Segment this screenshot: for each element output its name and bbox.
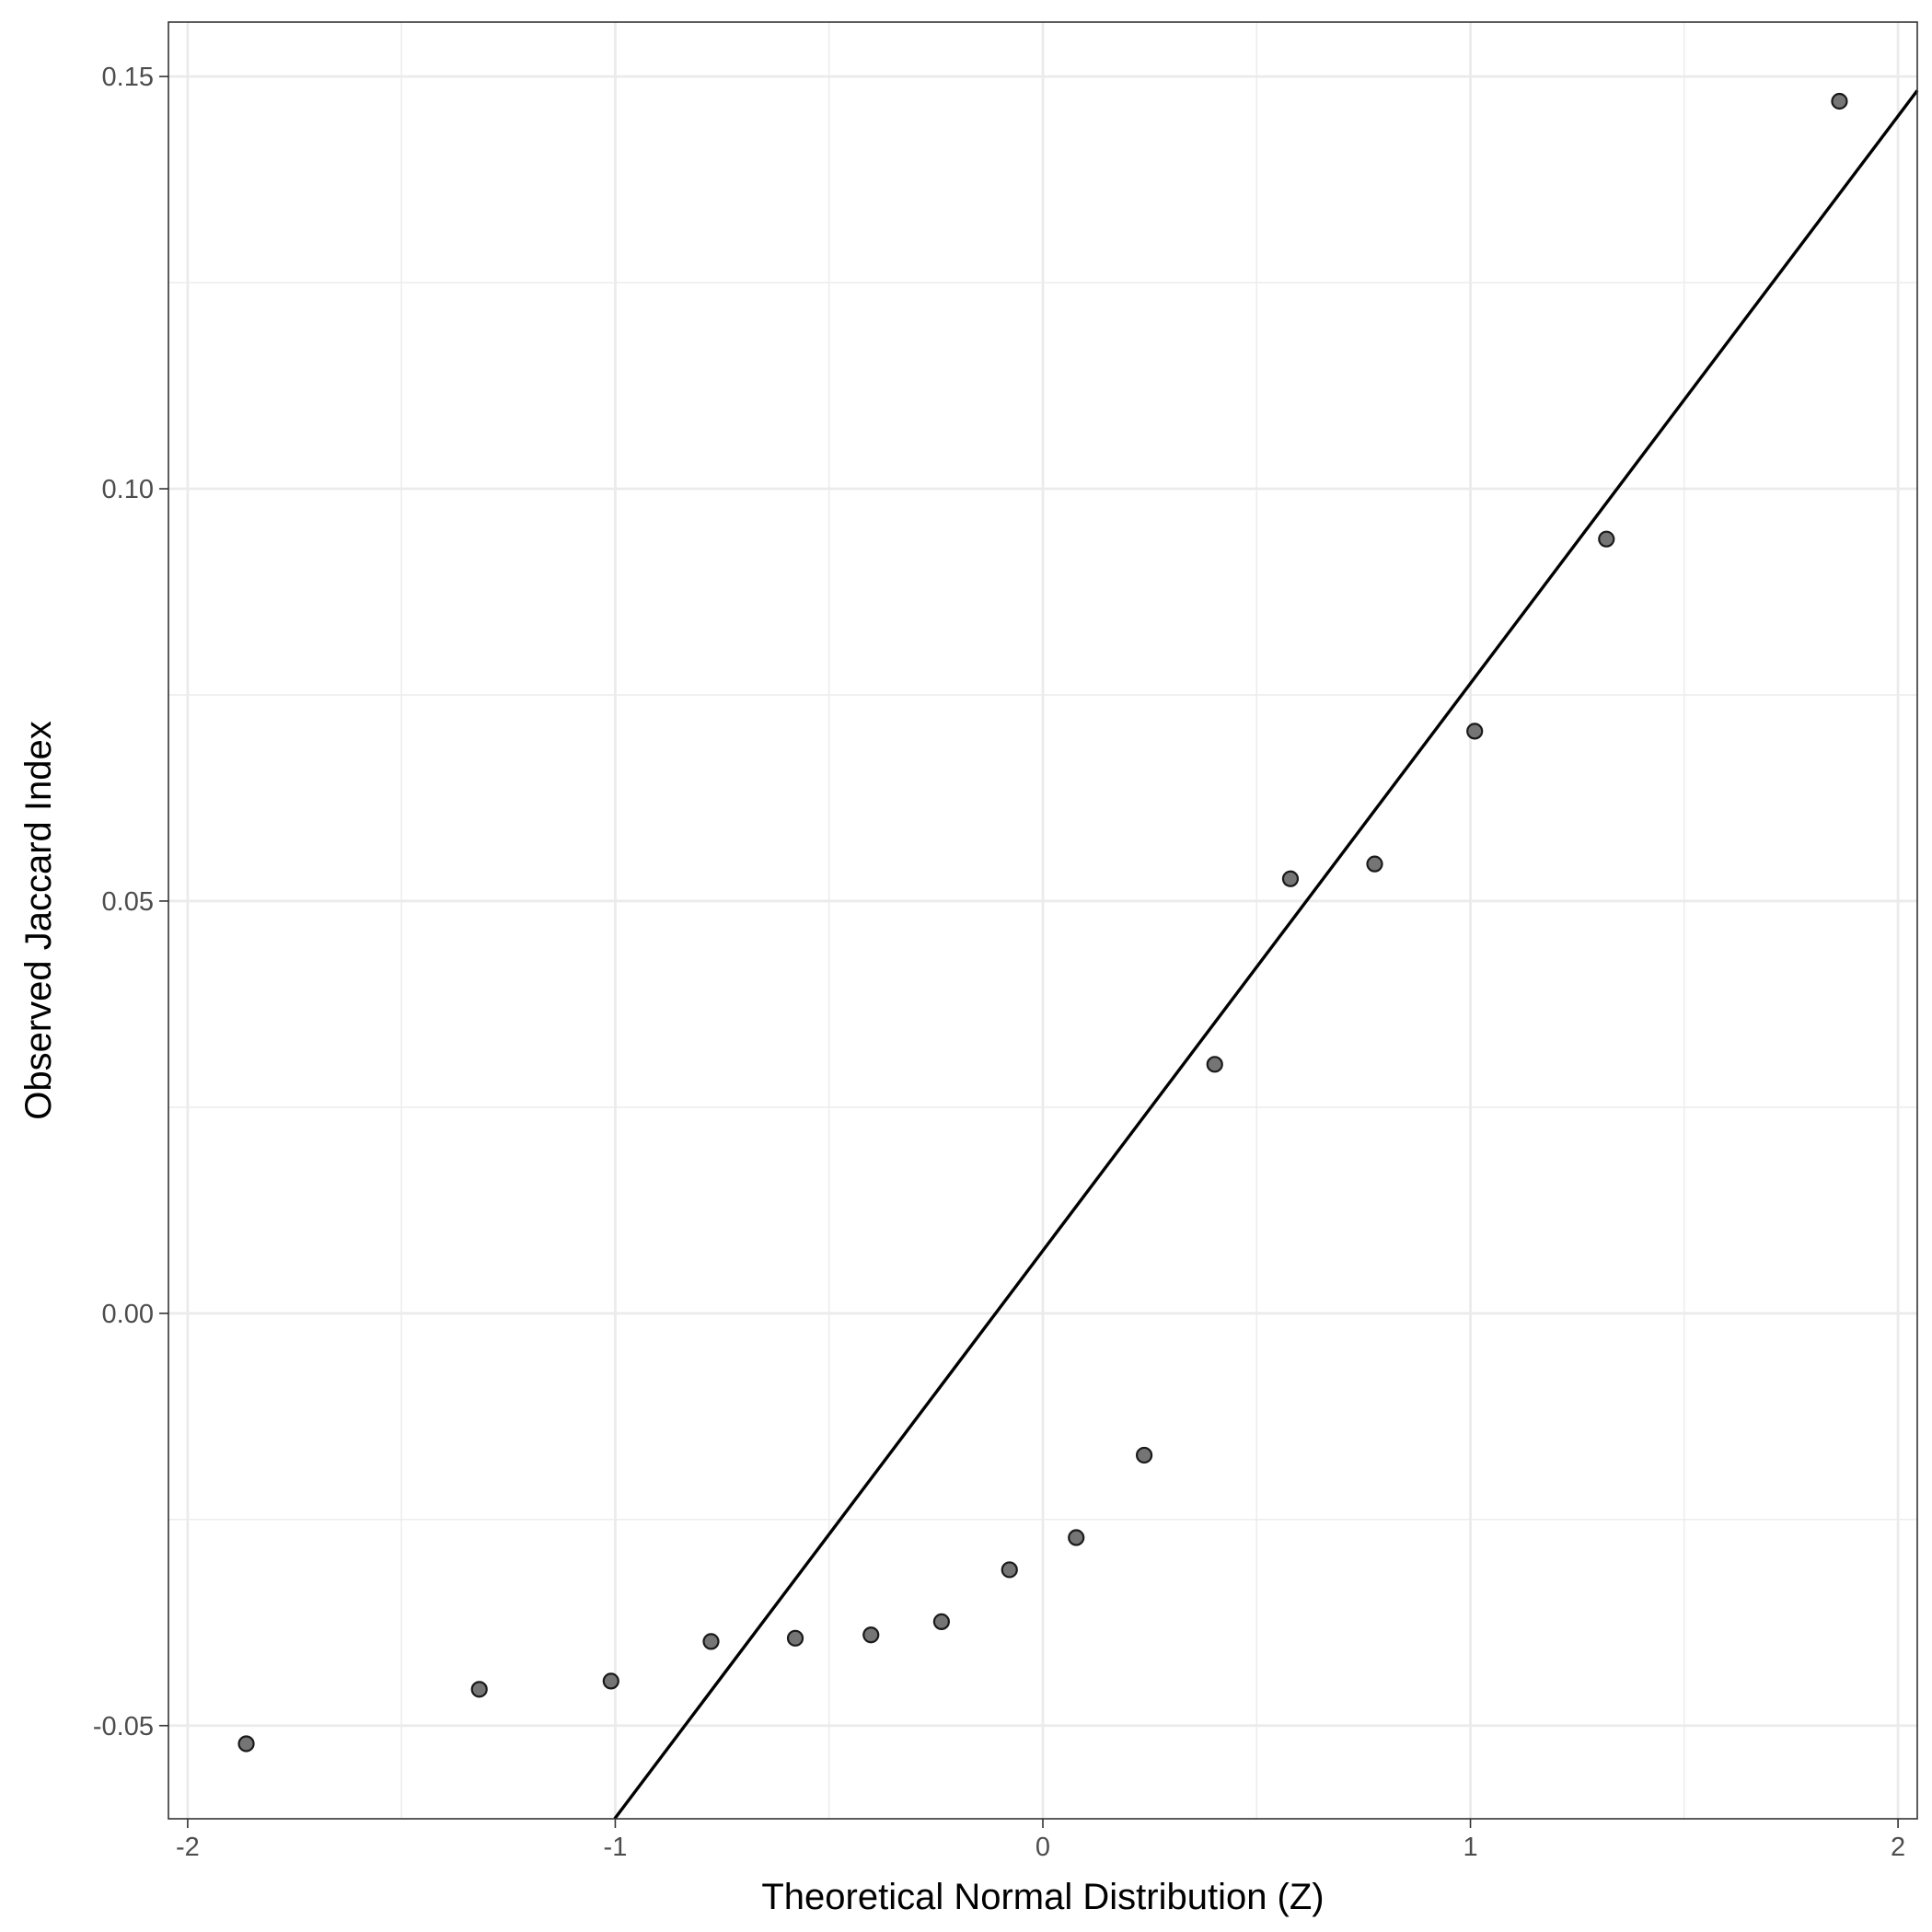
data-point bbox=[1206, 1056, 1223, 1073]
x-tick-label: -2 bbox=[176, 1833, 200, 1862]
data-point bbox=[1281, 870, 1300, 887]
data-point bbox=[1135, 1446, 1153, 1464]
data-point bbox=[1466, 723, 1484, 740]
y-axis-ticks: -0.05 0.00 0.05 0.10 0.15 bbox=[93, 63, 168, 1741]
qq-reference-line bbox=[613, 89, 1919, 1821]
data-point bbox=[602, 1672, 619, 1690]
data-point bbox=[1068, 1529, 1085, 1546]
data-point bbox=[702, 1633, 720, 1650]
y-tick-label: 0.15 bbox=[102, 63, 154, 92]
y-tick-label: 0.05 bbox=[102, 887, 154, 917]
y-tick-label: -0.05 bbox=[93, 1712, 154, 1741]
reference-line-layer bbox=[613, 89, 1919, 1821]
data-point bbox=[470, 1681, 488, 1698]
x-axis-ticks: -2 -1 0 1 2 bbox=[176, 1819, 1905, 1862]
data-point bbox=[1598, 530, 1615, 548]
data-points bbox=[237, 92, 1848, 1753]
data-point bbox=[1366, 855, 1383, 873]
data-point bbox=[237, 1735, 255, 1753]
x-tick-label: 0 bbox=[1035, 1833, 1050, 1862]
data-point bbox=[786, 1629, 804, 1647]
data-point bbox=[862, 1626, 880, 1644]
data-point bbox=[932, 1613, 951, 1630]
x-tick-label: -1 bbox=[604, 1833, 628, 1862]
y-tick-label: 0.10 bbox=[102, 475, 154, 504]
x-tick-label: 2 bbox=[1891, 1833, 1905, 1862]
y-axis-title: Observed Jaccard Index bbox=[18, 721, 59, 1120]
x-tick-label: 1 bbox=[1463, 1833, 1477, 1862]
data-point bbox=[1831, 92, 1848, 110]
x-axis-title: Theoretical Normal Distribution (Z) bbox=[761, 1877, 1324, 1917]
y-tick-label: 0.00 bbox=[102, 1300, 154, 1329]
data-point bbox=[1001, 1561, 1018, 1579]
major-gridlines bbox=[168, 22, 1917, 1819]
